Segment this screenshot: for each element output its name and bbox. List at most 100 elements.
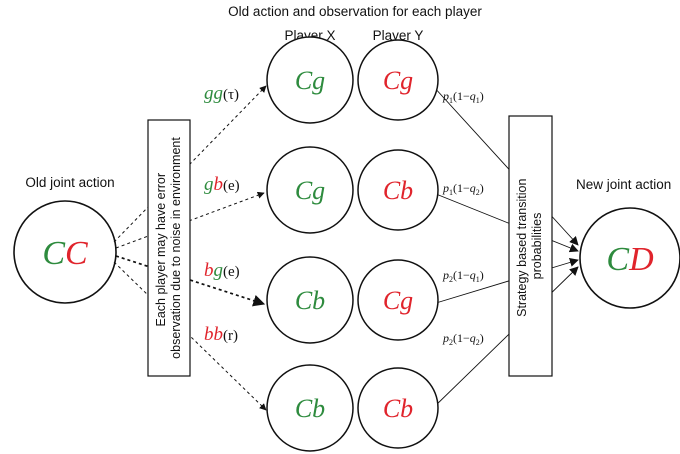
prob-q-3: q	[470, 268, 476, 282]
prob-p-1: p	[442, 89, 449, 103]
transition-line-1	[432, 85, 579, 246]
noise-arrow-4	[113, 261, 267, 411]
player-y-obs-3: g	[400, 286, 413, 315]
player-y-state-2: Cb	[383, 176, 413, 205]
player-y-state-4: Cb	[383, 394, 413, 423]
strategy-box-line-2: probabilities	[530, 213, 544, 280]
prob-q-sub-4: 2	[476, 338, 480, 347]
observation-y-3: g	[214, 260, 224, 281]
player-x-circle-2	[266, 146, 354, 234]
player-y-label: Player Y	[373, 28, 424, 43]
player-x-state-4: Cb	[295, 394, 325, 423]
new-joint-b: D	[628, 241, 654, 278]
prob-q-1: q	[470, 89, 476, 103]
observation-x-1: g	[204, 83, 214, 104]
probability-label-2: p1(1−q2)	[442, 181, 484, 197]
noise-box-line-2: observation due to noise in environment	[169, 137, 183, 359]
old-joint-circle	[13, 200, 117, 304]
player-y-circle-1	[357, 39, 439, 121]
prob-end-3: )	[480, 268, 484, 282]
new-joint-circle	[579, 207, 680, 309]
old-joint-label: Old joint action	[25, 175, 114, 190]
old-joint-b: C	[65, 235, 88, 272]
player-x-circle-3	[266, 256, 354, 344]
player-x-action-3: C	[295, 286, 313, 315]
new-joint-a: C	[606, 241, 629, 278]
observation-tag-3: (e)	[223, 264, 240, 280]
player-y-state-1: Cg	[383, 66, 413, 95]
player-x-obs-4: b	[312, 394, 325, 423]
player-y-circle-3	[357, 259, 439, 341]
probability-label-4: p2(1−q2)	[442, 331, 484, 347]
prob-end-1: )	[480, 89, 484, 103]
observation-label-1: gg(τ)	[204, 83, 239, 104]
observation-tag-2: (e)	[223, 178, 240, 194]
observation-x-2: g	[204, 174, 214, 195]
player-y-obs-4: b	[400, 394, 413, 423]
player-y-action-4: C	[383, 394, 401, 423]
noise-arrow-3	[115, 255, 266, 307]
observation-label-4: bb(r)	[204, 324, 238, 345]
prob-p-3: p	[442, 268, 449, 282]
player-x-action-1: C	[295, 66, 313, 95]
diagram-title: Old action and observation for each play…	[228, 4, 482, 19]
player-x-circle-1	[266, 36, 354, 124]
player-y-state-3: Cg	[383, 286, 413, 315]
prob-p-sub-4: 2	[449, 338, 453, 347]
player-y-action-3: C	[383, 286, 401, 315]
old-joint-a: C	[42, 235, 65, 272]
prob-q-4: q	[470, 331, 476, 345]
prob-p-4: p	[442, 331, 449, 345]
player-x-action-2: C	[295, 176, 313, 205]
prob-q-2: q	[470, 181, 476, 195]
prob-p-sub-2: 1	[449, 188, 453, 197]
prob-mid-1: (1−	[453, 89, 470, 103]
player-y-circle-4	[357, 367, 439, 449]
observation-tag-1: (τ)	[223, 87, 239, 103]
noise-box-line-1: Each player may have error	[154, 173, 168, 327]
player-x-action-4: C	[295, 394, 313, 423]
transition-line-3	[435, 258, 579, 304]
prob-mid-3: (1−	[453, 268, 470, 282]
prob-q-sub-2: 2	[476, 188, 480, 197]
observation-y-1: g	[214, 83, 224, 104]
observation-x-3: b	[204, 260, 214, 281]
player-x-state-1: Cg	[295, 66, 325, 95]
prob-end-2: )	[480, 181, 484, 195]
player-x-obs-1: g	[312, 66, 325, 95]
player-x-obs-3: b	[312, 286, 325, 315]
player-y-action-2: C	[383, 176, 401, 205]
prob-q-sub-1: 1	[476, 96, 480, 105]
noise-box-text: Each player may have error observation d…	[154, 137, 183, 359]
prob-mid-4: (1−	[453, 331, 470, 345]
strategy-box	[508, 115, 553, 377]
observation-x-4: b	[204, 324, 214, 345]
new-joint-label: New joint action	[576, 177, 671, 192]
prob-p-2: p	[442, 181, 449, 195]
player-y-action-1: C	[383, 66, 401, 95]
prob-q-sub-3: 1	[476, 275, 480, 284]
old-joint-action: CC	[42, 235, 88, 272]
probability-label-1: p1(1−q1)	[442, 89, 484, 105]
observation-label-3: bg(e)	[204, 260, 240, 281]
transition-lines	[432, 85, 579, 409]
transition-line-2	[435, 193, 579, 253]
strategy-box-line-1: Strategy based transition	[515, 179, 529, 317]
observation-y-4: b	[214, 324, 224, 345]
player-y-obs-2: b	[400, 176, 413, 205]
player-x-circle-4	[266, 364, 354, 452]
player-x-state-2: Cg	[295, 176, 325, 205]
prob-p-sub-1: 1	[449, 96, 453, 105]
player-x-obs-2: g	[312, 176, 325, 205]
transition-line-4	[432, 266, 579, 409]
strategy-box-text: Strategy based transition probabilities	[515, 175, 544, 317]
prob-mid-2: (1−	[453, 181, 470, 195]
noise-box	[147, 119, 191, 377]
prob-end-4: )	[480, 331, 484, 345]
prob-p-sub-3: 2	[449, 275, 453, 284]
player-x-state-3: Cb	[295, 286, 325, 315]
observation-label-2: gb(e)	[204, 174, 240, 195]
